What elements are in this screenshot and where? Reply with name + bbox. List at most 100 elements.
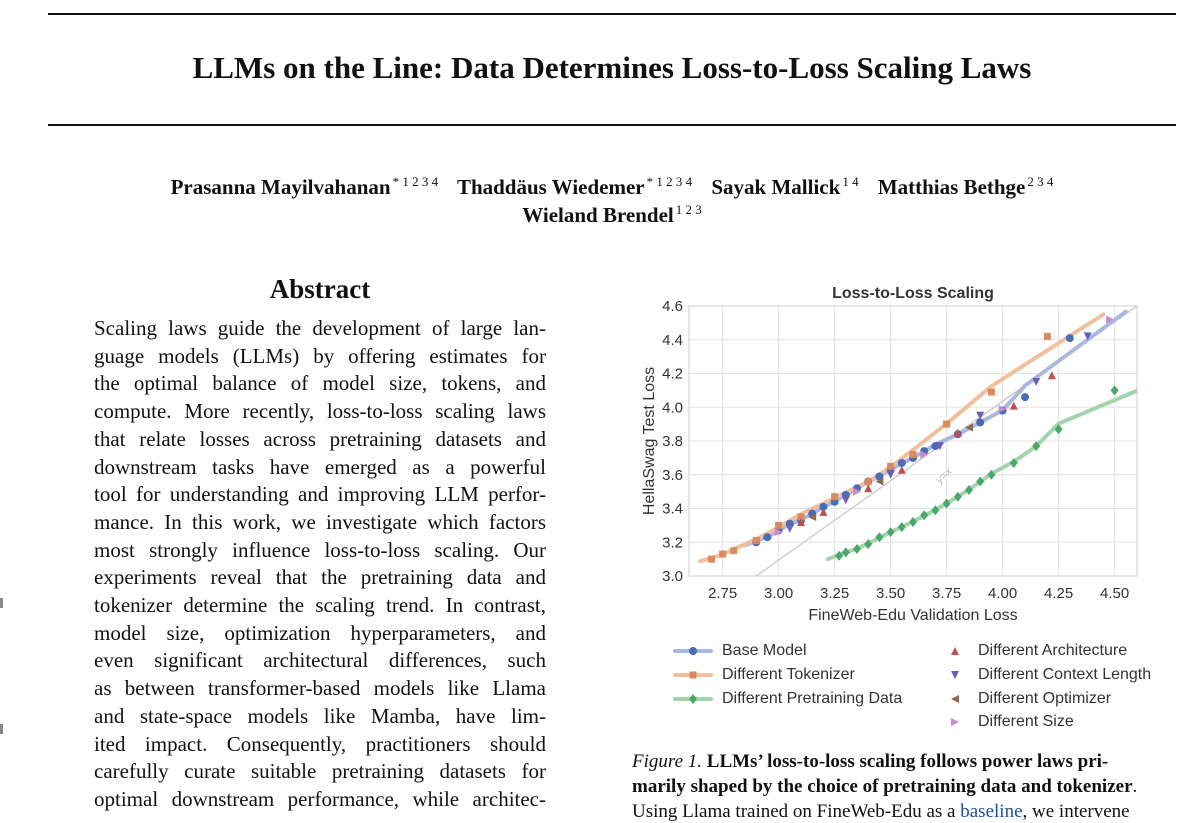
figure-caption-line-3: Using Llama trained on FineWeb-Edu as a …	[632, 801, 1178, 823]
legend-label: Different Architecture	[978, 642, 1128, 659]
data-point-different-tokenizer	[797, 513, 805, 521]
figure-label: Figure 1.	[632, 751, 703, 772]
data-point-different-architecture	[1047, 371, 1056, 380]
data-point-different-pretraining-data	[835, 550, 844, 561]
data-point-different-architecture	[897, 465, 906, 474]
data-point-different-architecture	[797, 518, 805, 526]
author-list-line-1: Prasanna Mayilvahanan * 1 2 3 4 Thaddäus …	[48, 174, 1176, 200]
legend-label: Base Model	[722, 642, 807, 659]
loss-scaling-chart: Loss-to-Loss Scaling 2.75 3.00 3.25 3.50 3.75…	[641, 285, 1138, 623]
legend-entry: Different Tokenizer	[672, 666, 855, 686]
data-point-different-context-length	[1083, 332, 1092, 341]
y-tick-label: 3.6	[662, 467, 683, 484]
caption-bold-2: marily shaped by the choice of pretraini…	[632, 776, 1133, 797]
data-point-different-optimizer	[808, 512, 817, 521]
plot-area: y=x	[698, 306, 1137, 576]
abstract-line: Scaling laws guide the development of la…	[94, 316, 546, 340]
paper-title: LLMs on the Line: Data Determines Loss-t…	[192, 50, 1032, 85]
data-point-different-pretraining-data	[953, 491, 962, 502]
author-affiliation: * 1 2 3 4	[392, 174, 439, 189]
legend-label: Different Pretraining Data	[722, 690, 903, 707]
baseline-link[interactable]: baseline	[960, 801, 1023, 822]
x-tick-label: 2.75	[708, 585, 737, 602]
data-point-different-tokenizer	[775, 521, 783, 529]
data-point-different-pretraining-data	[1032, 441, 1041, 452]
data-point-base-model	[763, 533, 772, 542]
data-point-different-tokenizer	[864, 478, 872, 485]
x-tick-label: 3.00	[764, 585, 793, 602]
abstract-line: tool for understanding and improving LLM…	[94, 482, 546, 507]
title-bottom-rule	[48, 124, 1176, 126]
data-point-different-size	[774, 528, 783, 537]
x-tick-label: 3.25	[820, 585, 849, 602]
author-name: Wieland Brendel	[522, 203, 674, 227]
caption-bold-1: LLMs’ loss-to-loss scaling follows power…	[706, 751, 1109, 772]
author-affiliation: * 1 2 3 4	[646, 174, 693, 189]
data-point-different-optimizer	[875, 477, 884, 486]
abstract-line: the optimal balance of model size, token…	[94, 371, 546, 396]
y-tick-label: 4.6	[662, 298, 683, 315]
top-rule	[48, 13, 1176, 15]
data-point-different-pretraining-data	[909, 517, 917, 527]
abstract-line: mance. In this work, we investigate whic…	[94, 509, 546, 534]
margin-mark	[0, 724, 3, 734]
x-tick-label: 4.25	[1044, 585, 1073, 602]
data-point-different-context-length	[976, 411, 985, 420]
abstract-line: model size, optimization hyperparameters…	[94, 620, 546, 645]
data-point-different-tokenizer	[1043, 332, 1051, 340]
data-point-different-tokenizer	[909, 451, 917, 458]
legend-swatch	[951, 671, 959, 679]
data-point-different-size	[998, 404, 1007, 413]
figure-caption-line-2: marily shaped by the choice of pretraini…	[632, 776, 1178, 798]
legend-entry: Different Pretraining Data	[672, 690, 902, 710]
caption-text: Using Llama trained on FineWeb-Edu as a	[632, 801, 961, 822]
abstract-line: carefully curate suitable pretraining da…	[94, 759, 546, 784]
plot-frame	[688, 305, 1138, 577]
data-point-different-tokenizer	[831, 493, 839, 501]
data-point-different-pretraining-data	[886, 527, 895, 538]
abstract-line: tokenizer determine the scaling trend. I…	[94, 593, 546, 617]
author-list-line-2: Wieland Brendel 1 2 3	[48, 202, 1176, 228]
legend-entry: Different Optimizer	[940, 690, 1111, 710]
abstract-line: as between transformer-based models like…	[94, 676, 546, 701]
legend-swatch	[673, 694, 713, 704]
data-point-base-model	[875, 472, 884, 481]
data-point-different-size	[920, 450, 929, 459]
author-name: Prasanna Mayilvahanan	[170, 175, 391, 199]
legend-entry: Different Size	[940, 713, 1074, 733]
figure-caption-line-1: Figure 1. LLMs’ loss-to-loss scaling fol…	[632, 751, 1178, 773]
y-tick-label: 4.4	[662, 332, 683, 349]
data-point-base-model	[819, 502, 828, 511]
abstract-line: experiments reveal that the pretraining …	[94, 565, 546, 590]
data-point-different-pretraining-data	[875, 532, 884, 543]
data-point-different-pretraining-data	[897, 522, 906, 533]
y-tick-label: 4.0	[662, 399, 683, 416]
data-point-different-pretraining-data	[1009, 457, 1018, 468]
x-tick-label: 3.75	[932, 585, 961, 602]
data-point-different-context-length	[841, 496, 850, 505]
abstract-line: that relate losses across pretraining da…	[94, 426, 546, 451]
author-name: Sayak Mallick	[711, 175, 841, 199]
caption-period: .	[1132, 776, 1138, 797]
abstract-heading: Abstract	[269, 274, 371, 304]
data-point-different-tokenizer	[752, 537, 760, 545]
data-point-base-model	[976, 418, 985, 427]
data-point-different-tokenizer	[987, 388, 995, 396]
y-tick-label: 3.4	[662, 501, 683, 518]
author-affiliation: 2 3 4	[1027, 174, 1054, 189]
author-affiliation: 1 4	[842, 174, 859, 189]
data-point-different-tokenizer	[887, 462, 895, 470]
data-point-different-architecture	[953, 428, 962, 437]
abstract-line: even significant architectural differenc…	[94, 648, 546, 673]
data-point-different-pretraining-data	[853, 544, 861, 554]
abstract-line: downstream tasks have emerged as a power…	[94, 454, 546, 479]
identity-line-label: y=x	[933, 465, 955, 487]
y-tick-label: 3.2	[662, 534, 683, 551]
data-point-different-pretraining-data	[931, 505, 940, 516]
data-point-different-architecture	[1009, 401, 1018, 410]
margin-mark	[0, 598, 3, 608]
abstract-line: optimal downstream performance, while ar…	[94, 786, 546, 811]
data-point-different-size	[1106, 315, 1115, 324]
y-axis-label: HellaSwag Test Loss	[641, 367, 658, 515]
data-point-different-pretraining-data	[942, 498, 951, 509]
